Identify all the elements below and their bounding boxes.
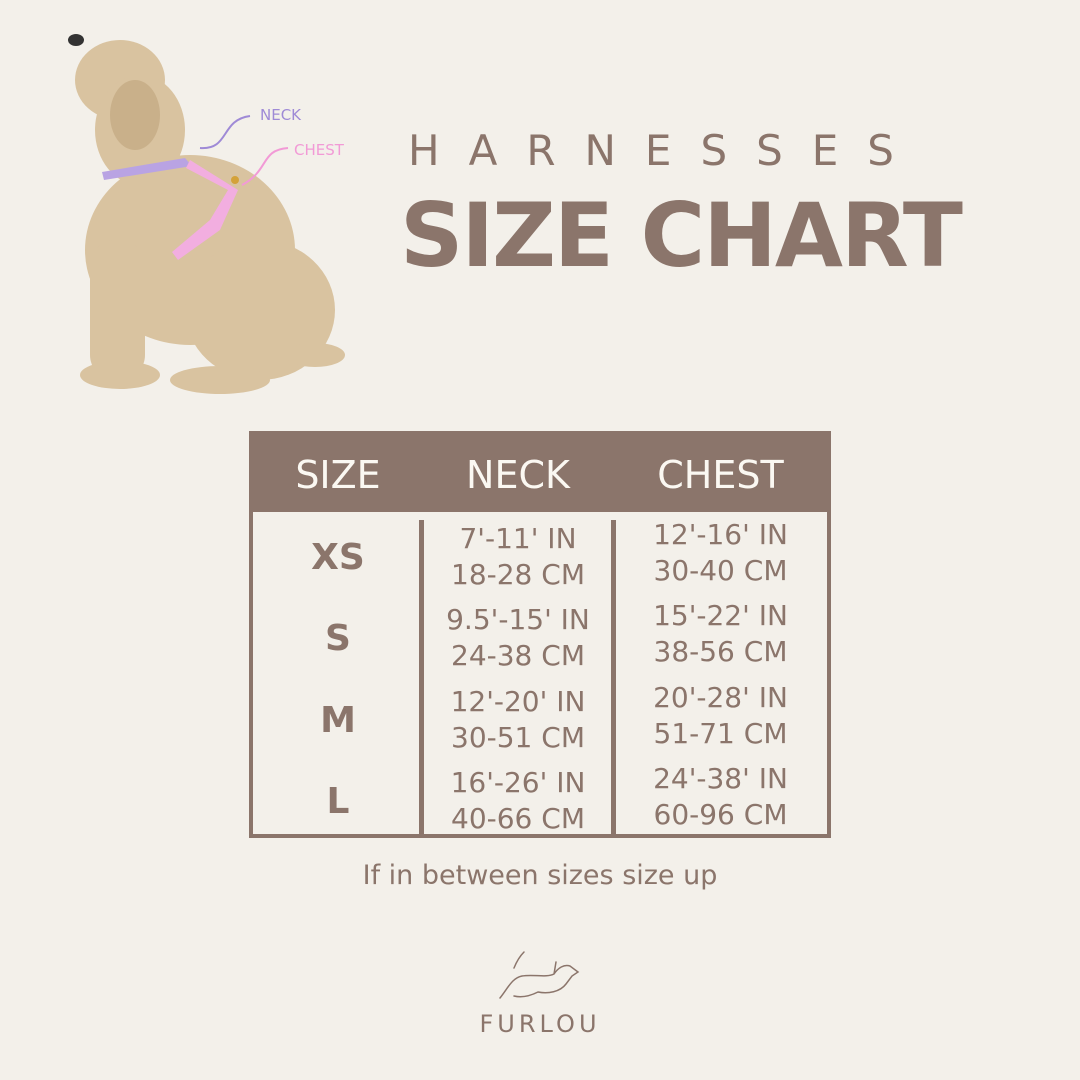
table-row: L 16'-26' IN 40-66 CM 24'-38' IN 60-96 CM bbox=[253, 761, 827, 842]
chest-label: CHEST bbox=[294, 141, 344, 159]
chest-cm: 51-71 CM bbox=[653, 717, 788, 750]
neck-cm: 18-28 CM bbox=[451, 558, 585, 591]
chest-cell: 20'-28' IN 51-71 CM bbox=[618, 680, 823, 752]
neck-cell: 12'-20' IN 30-51 CM bbox=[423, 684, 613, 756]
sizing-note: If in between sizes size up bbox=[362, 860, 718, 891]
chest-in: 12'-16' IN bbox=[653, 518, 788, 551]
neck-cell: 9.5'-15' IN 24-38 CM bbox=[423, 602, 613, 674]
neck-in: 7'-11' IN bbox=[459, 522, 577, 555]
table-header: SIZE NECK CHEST bbox=[249, 431, 831, 512]
table-row: S 9.5'-15' IN 24-38 CM 15'-22' IN 38-56 CM bbox=[253, 598, 827, 679]
chest-cell: 24'-38' IN 60-96 CM bbox=[618, 761, 823, 833]
table-row: XS 7'-11' IN 18-28 CM 12'-16' IN 30-40 CM bbox=[253, 517, 827, 598]
subtitle: HARNESSES bbox=[408, 126, 923, 175]
size-table: SIZE NECK CHEST XS 7'-11' IN 18-28 CM 12'… bbox=[249, 431, 831, 838]
neck-in: 9.5'-15' IN bbox=[446, 603, 590, 636]
brand-name: FURLOU bbox=[479, 1010, 601, 1038]
size-cell: XS bbox=[311, 537, 365, 578]
size-cell: S bbox=[325, 618, 351, 659]
header-chest: CHEST bbox=[657, 453, 784, 497]
neck-cm: 40-66 CM bbox=[451, 802, 585, 835]
chest-cm: 60-96 CM bbox=[653, 798, 788, 831]
neck-cm: 30-51 CM bbox=[451, 721, 585, 754]
dog-photo bbox=[68, 34, 345, 394]
neck-cell: 7'-11' IN 18-28 CM bbox=[423, 521, 613, 593]
neck-cm: 24-38 CM bbox=[451, 639, 585, 672]
chest-cm: 38-56 CM bbox=[653, 635, 788, 668]
running-dog-icon bbox=[499, 951, 580, 999]
table-row: M 12'-20' IN 30-51 CM 20'-28' IN 51-71 CM bbox=[253, 680, 827, 761]
column-divider bbox=[419, 520, 424, 835]
column-divider bbox=[611, 520, 616, 835]
neck-label: NECK bbox=[260, 106, 302, 124]
neck-in: 16'-26' IN bbox=[450, 766, 586, 799]
header-size: SIZE bbox=[295, 453, 381, 497]
chest-in: 24'-38' IN bbox=[653, 762, 788, 795]
page-title: SIZE CHART bbox=[400, 184, 963, 287]
neck-cell: 16'-26' IN 40-66 CM bbox=[423, 765, 613, 837]
chest-in: 20'-28' IN bbox=[653, 681, 788, 714]
chest-cm: 30-40 CM bbox=[653, 554, 788, 587]
chest-cell: 12'-16' IN 30-40 CM bbox=[618, 517, 823, 589]
chest-in: 15'-22' IN bbox=[653, 599, 788, 632]
chest-cell: 15'-22' IN 38-56 CM bbox=[618, 598, 823, 670]
size-cell: L bbox=[326, 781, 350, 822]
neck-in: 12'-20' IN bbox=[450, 685, 586, 718]
size-cell: M bbox=[320, 700, 356, 741]
header-neck: NECK bbox=[466, 453, 570, 497]
